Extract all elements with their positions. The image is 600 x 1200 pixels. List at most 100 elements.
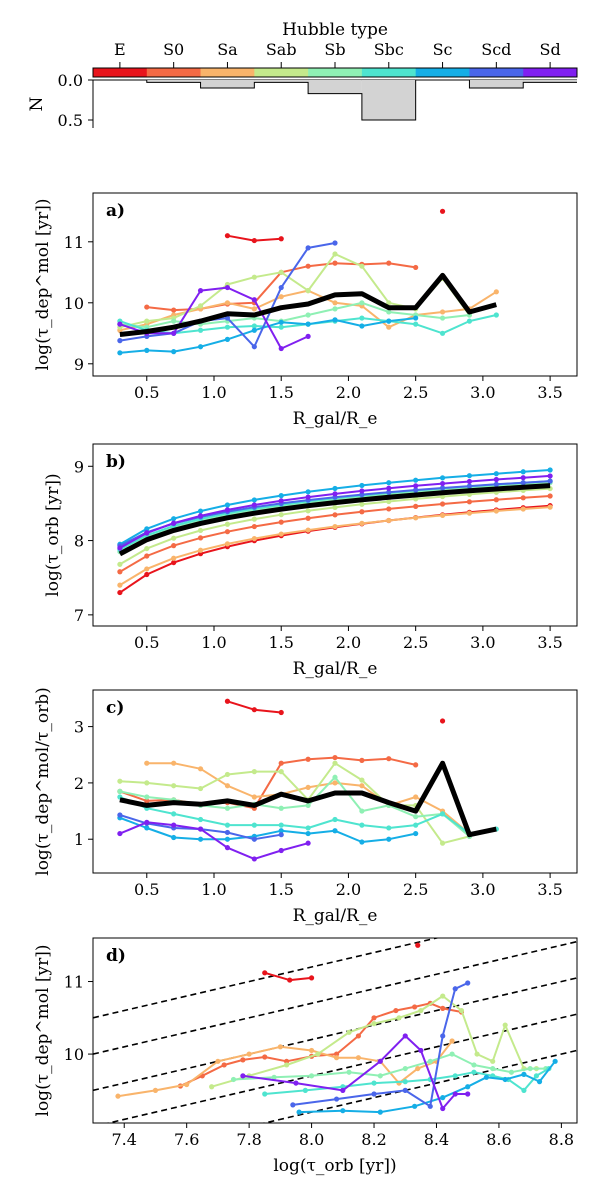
data-point [371,1080,377,1086]
x-tick-label: 1.5 [268,880,293,899]
series-sa [117,504,553,588]
series-scd [290,980,471,1109]
data-point [171,318,177,324]
data-point [332,504,338,511]
plot-area [117,208,499,356]
data-point [520,469,526,475]
data-point [332,260,338,266]
histogram-bar [146,80,201,83]
data-point [144,530,150,536]
data-point [305,312,311,318]
data-point [355,1033,362,1039]
series-line [119,821,309,860]
data-point [413,822,419,828]
data-point [547,467,553,473]
series-sc [296,1058,558,1115]
data-point [413,515,419,521]
data-point [251,237,257,244]
data-point [396,1015,402,1021]
swatch-sb [308,68,363,77]
data-point [386,485,392,491]
data-point [224,521,231,527]
data-point [547,473,553,479]
histogram-step [93,79,577,121]
histogram-bar [523,80,577,83]
series-line [119,760,497,838]
data-point [521,1071,527,1077]
x-axis-label: R_gal/R_e [293,906,378,926]
x-tick-label: 1.0 [201,633,226,652]
data-point [493,289,499,295]
data-point [278,498,284,504]
data-point [386,489,392,495]
data-point [413,794,419,800]
data-point [197,785,204,792]
data-point [332,485,338,492]
data-point [117,582,123,588]
data-point [271,1074,277,1080]
swatch-sbc [361,68,416,77]
histogram-bar [361,80,416,120]
data-point [465,980,471,986]
hubble-type-histogram: 0.0 0.5 [58,71,577,130]
data-point [355,1055,362,1061]
data-point [171,516,177,522]
data-point [171,760,177,766]
data-point [413,496,419,502]
data-point [278,284,284,291]
hubble-type-label: Sd [540,40,561,59]
data-point [115,1093,121,1099]
series-line [119,816,416,843]
data-point [332,306,338,312]
data-point [224,502,231,508]
data-point [332,816,338,823]
data-point [359,482,365,489]
data-point [412,1103,418,1109]
data-point [224,829,231,836]
data-point [251,344,257,350]
data-point [144,318,150,324]
x-tick-label: 1.5 [268,383,293,402]
data-point [413,830,419,837]
x-tick-label: 8.2 [361,1130,386,1149]
data-point [371,1015,377,1021]
y-tick-label: 8 [74,532,84,551]
data-point [117,589,123,596]
y-tick-label: 9 [74,355,84,374]
data-point [224,233,231,239]
series-sd [117,819,311,862]
data-point [377,1109,383,1115]
data-point [386,309,392,315]
y-axis-label: log(τ_dep^mol [yr]) [33,945,53,1117]
data-point [197,816,204,823]
data-point [251,502,257,508]
data-point [305,802,311,809]
data-point [440,1033,446,1039]
histogram-bar [200,80,255,88]
data-point [171,559,177,566]
data-point [493,481,499,487]
data-point [171,307,177,313]
axes-frame [92,937,578,1124]
data-point [230,1076,237,1083]
data-point [197,547,204,553]
data-point [315,1051,321,1057]
data-point [308,1047,315,1054]
panel-d: 7.4 7.6 7.8 8.0 8.2 8.4 8.6 8.8 10 11 d) log(τ_orb … [33,937,578,1176]
data-point [386,260,392,266]
data-point [197,766,204,772]
series-sab [117,485,553,567]
data-point [117,830,123,837]
x-tick-label: 1.5 [268,633,293,652]
data-point [221,1062,227,1068]
data-point [439,330,446,336]
data-point [144,794,150,800]
data-point [278,269,284,275]
data-point [440,1095,446,1101]
series-median [119,760,497,838]
data-point [224,300,231,306]
data-point [224,783,231,789]
data-point [418,1007,424,1014]
y-tick-label: 2 [74,774,84,793]
data-point [490,1065,496,1072]
